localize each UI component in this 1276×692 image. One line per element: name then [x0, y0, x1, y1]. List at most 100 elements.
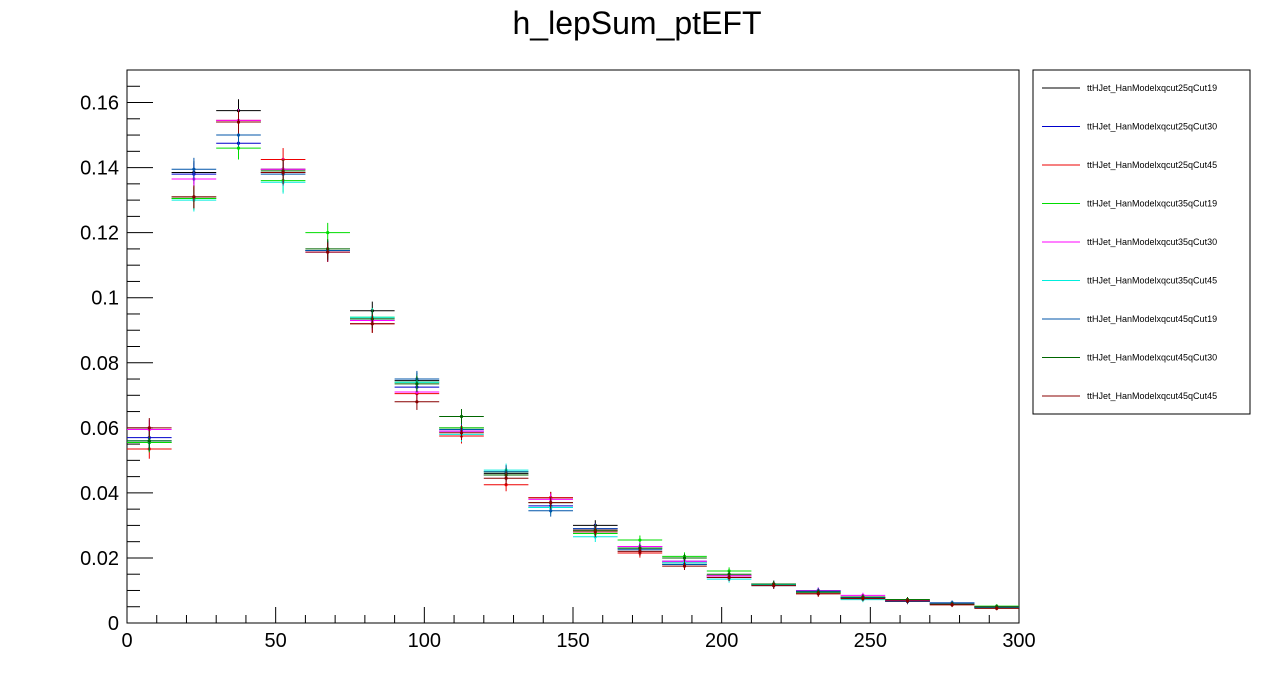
y-tick-label: 0.14 — [80, 158, 119, 180]
point-marker — [727, 575, 731, 580]
data-point — [751, 582, 796, 589]
data-point — [350, 314, 395, 333]
point-marker — [861, 597, 865, 601]
legend-label: ttHJet_HanModelxqcut35qCut30 — [1087, 237, 1217, 247]
y-tick-label: 0.1 — [91, 288, 119, 310]
legend-label: ttHJet_HanModelxqcut35qCut45 — [1087, 276, 1217, 286]
data-point — [394, 375, 440, 393]
point-marker — [459, 431, 464, 435]
legend-label: ttHJet_HanModelxqcut45qCut19 — [1087, 314, 1217, 324]
series-ttHJet_HanModelxqcut45qCut45 — [127, 110, 1019, 611]
data-point — [573, 526, 618, 538]
point-marker — [682, 556, 687, 560]
legend-item: ttHJet_HanModelxqcut35qCut19 — [1042, 199, 1217, 209]
point-marker — [192, 167, 196, 171]
series-layer — [127, 99, 1019, 611]
x-tick-label: 50 — [265, 630, 287, 652]
data-point — [394, 393, 440, 410]
data-point — [260, 161, 306, 184]
data-point — [439, 425, 484, 441]
data-point — [796, 590, 841, 597]
legend-item: ttHJet_HanModelxqcut45qCut45 — [1042, 391, 1217, 401]
y-tick-label: 0 — [108, 613, 119, 635]
data-point — [840, 596, 886, 602]
data-point — [662, 554, 707, 562]
data-point — [216, 110, 261, 134]
point-marker — [281, 170, 285, 175]
point-marker — [905, 599, 910, 603]
point-marker — [549, 509, 553, 513]
data-point — [305, 242, 350, 262]
legend: ttHJet_HanModelxqcut25qCut19 ttHJet_HanMo… — [1032, 69, 1251, 415]
legend-label: ttHJet_HanModelxqcut25qCut45 — [1087, 160, 1217, 170]
chart-title: h_lepSum_ptEFT — [512, 5, 761, 41]
plot-frame — [126, 69, 1020, 624]
legend-item: ttHJet_HanModelxqcut35qCut45 — [1042, 276, 1217, 286]
y-axis: 0 0.02 0.04 0.06 0.08 0.1 0.12 0.14 0.16 — [80, 69, 153, 635]
series-ttHJet_HanModelxqcut25qCut30 — [127, 131, 1019, 610]
point-marker — [504, 476, 508, 480]
series-ttHJet_HanModelxqcut35qCut19 — [127, 136, 1019, 609]
point-marker — [593, 530, 597, 534]
data-point — [528, 496, 573, 509]
y-tick-label: 0.16 — [80, 93, 119, 115]
x-tick-label: 150 — [556, 630, 589, 652]
point-marker — [192, 195, 196, 199]
y-tick-label: 0.12 — [80, 223, 119, 245]
data-point — [439, 408, 484, 424]
data-point — [929, 602, 975, 608]
x-tick-label: 200 — [705, 630, 738, 652]
point-marker — [147, 426, 151, 430]
data-point — [171, 157, 217, 181]
y-tick-label: 0.06 — [80, 418, 119, 440]
data-point — [171, 185, 217, 209]
data-point — [974, 606, 1019, 611]
data-point — [706, 573, 752, 582]
legend-item: ttHJet_HanModelxqcut35qCut30 — [1042, 237, 1217, 247]
point-marker — [326, 231, 330, 235]
x-tick-label: 250 — [854, 630, 887, 652]
point-marker — [370, 322, 374, 326]
point-marker — [326, 250, 330, 254]
point-marker — [638, 538, 642, 542]
legend-label: ttHJet_HanModelxqcut45qCut45 — [1087, 391, 1217, 401]
point-marker — [816, 592, 820, 596]
y-tick-label: 0.02 — [80, 548, 119, 570]
point-marker — [459, 414, 464, 419]
legend-item: ttHJet_HanModelxqcut25qCut30 — [1042, 122, 1217, 132]
legend-item: ttHJet_HanModelxqcut25qCut45 — [1042, 160, 1217, 170]
point-marker — [236, 133, 241, 137]
x-tick-label: 300 — [1002, 630, 1035, 652]
data-point — [617, 546, 663, 556]
point-marker — [236, 120, 241, 124]
legend-label: ttHJet_HanModelxqcut35qCut19 — [1087, 199, 1217, 209]
point-marker — [549, 501, 553, 505]
x-tick-label: 0 — [121, 630, 132, 652]
x-tick-label: 100 — [408, 630, 441, 652]
series-ttHJet_HanModelxqcut35qCut45 — [127, 110, 1019, 610]
data-point — [885, 598, 930, 604]
point-marker — [415, 382, 419, 386]
data-point — [617, 535, 663, 545]
legend-label: ttHJet_HanModelxqcut25qCut30 — [1087, 122, 1217, 132]
point-marker — [147, 439, 151, 443]
legend-item: ttHJet_HanModelxqcut25qCut19 — [1042, 83, 1217, 93]
point-marker — [415, 400, 419, 404]
point-marker — [638, 549, 642, 554]
y-tick-label: 0.04 — [80, 483, 119, 505]
point-marker — [772, 583, 776, 588]
legend-label: ttHJet_HanModelxqcut45qCut30 — [1087, 353, 1217, 363]
legend-item: ttHJet_HanModelxqcut45qCut19 — [1042, 314, 1217, 324]
data-point — [127, 418, 172, 438]
point-marker — [995, 606, 999, 610]
data-point — [483, 471, 529, 485]
y-tick-label: 0.08 — [80, 353, 119, 375]
legend-label: ttHJet_HanModelxqcut25qCut19 — [1087, 83, 1217, 93]
point-marker — [682, 564, 687, 568]
x-axis: 0 50 100 150 200 250 300 — [121, 607, 1036, 652]
data-point — [662, 562, 707, 570]
point-marker — [236, 146, 241, 150]
legend-item: ttHJet_HanModelxqcut45qCut30 — [1042, 353, 1217, 363]
point-marker — [950, 603, 954, 607]
